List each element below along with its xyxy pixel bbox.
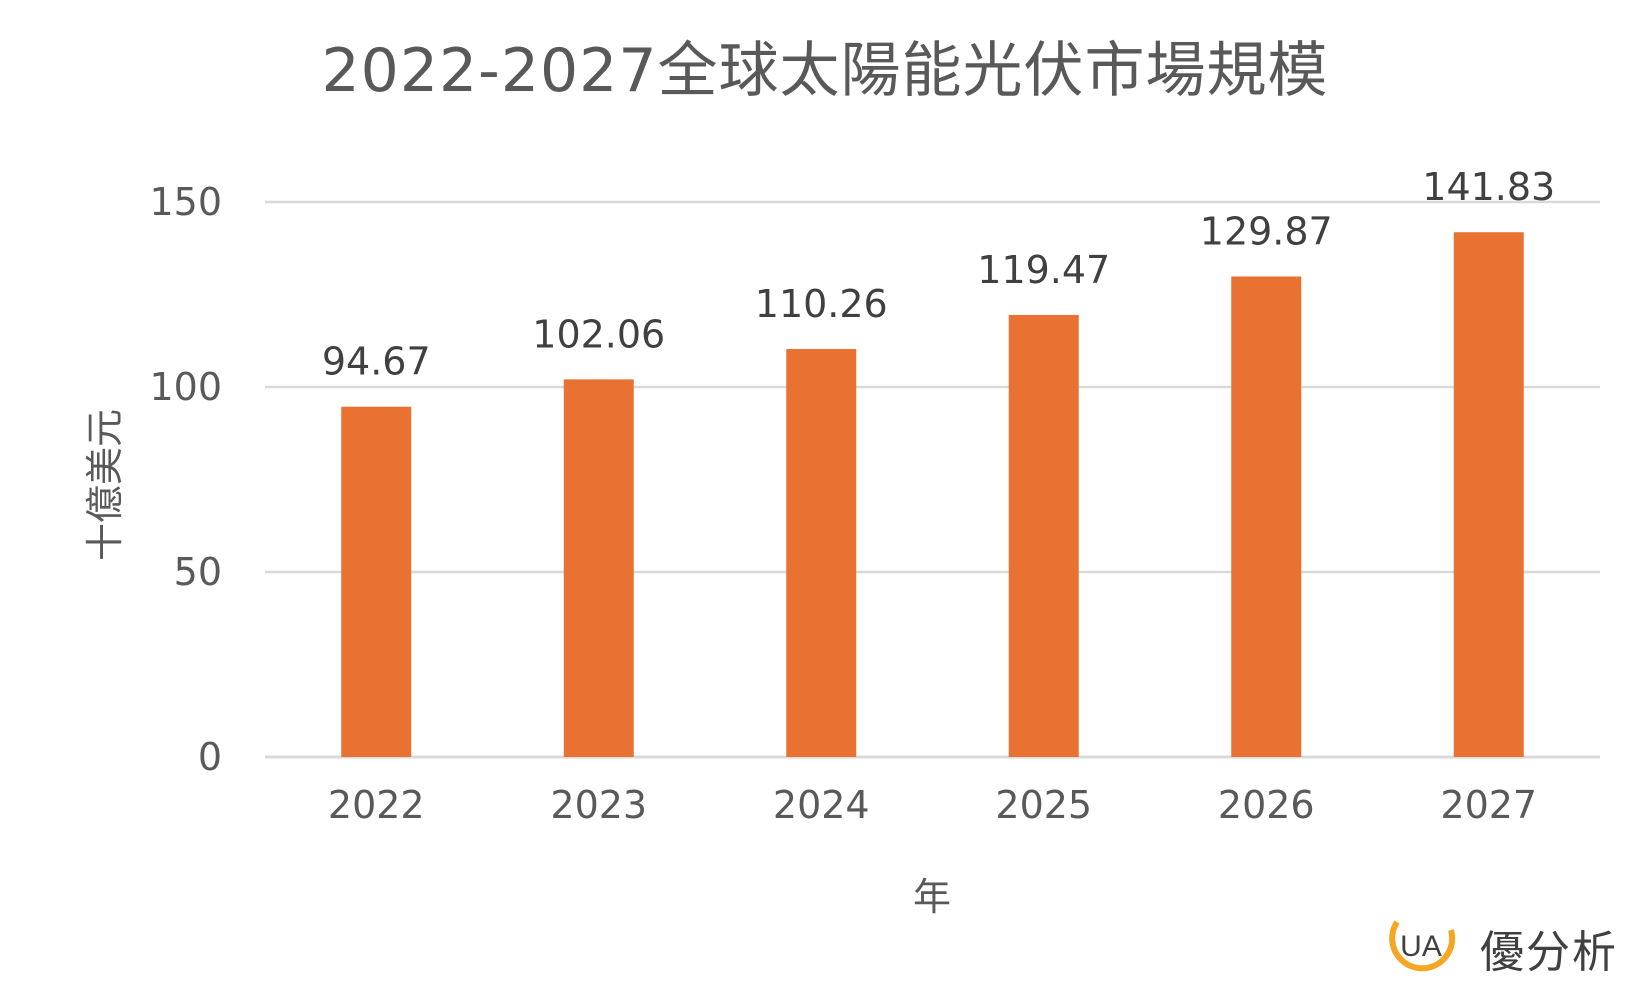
y-axis-title: 十億美元 (83, 409, 127, 561)
x-tick-labels: 2022 2023 2024 2025 2026 2027 (328, 783, 1537, 827)
logo-text: 優分析 (1480, 927, 1618, 978)
bar-2027 (1453, 232, 1524, 757)
y-tick-label: 100 (149, 365, 222, 409)
gridlines (265, 200, 1600, 759)
x-axis-title: 年 (913, 875, 951, 919)
data-label-2025: 119.47 (977, 248, 1110, 292)
data-labels: 94.67 102.06 110.26 119.47 129.87 141.83 (322, 165, 1555, 383)
ua-logo-mark: UA (1389, 920, 1456, 972)
logo-letters: UA (1400, 930, 1442, 963)
data-label-2023: 102.06 (532, 312, 665, 356)
data-label-2024: 110.26 (755, 282, 888, 326)
x-tick-label: 2025 (995, 783, 1092, 827)
x-tick-label: 2026 (1218, 783, 1315, 827)
x-tick-label: 2027 (1440, 783, 1537, 827)
x-tick-label: 2022 (328, 783, 425, 827)
bar-2023 (563, 379, 634, 757)
bars (341, 232, 1524, 757)
bar-2022 (341, 406, 412, 757)
brand-logo: UA 優分析 (1385, 910, 1635, 980)
y-tick-labels: 0 50 100 150 (149, 180, 222, 779)
bar-2025 (1008, 314, 1079, 757)
y-tick-label: 0 (198, 735, 222, 779)
x-tick-label: 2024 (773, 783, 870, 827)
x-tick-label: 2023 (550, 783, 647, 827)
chart-title: 2022-2027全球太陽能光伏市場規模 (321, 36, 1329, 106)
data-label-2022: 94.67 (322, 340, 431, 384)
y-tick-label: 50 (174, 550, 222, 594)
bar-2024 (786, 349, 857, 757)
bar-2026 (1231, 276, 1302, 757)
data-label-2027: 141.83 (1422, 165, 1555, 209)
y-tick-label: 150 (149, 180, 222, 224)
data-label-2026: 129.87 (1200, 209, 1333, 253)
